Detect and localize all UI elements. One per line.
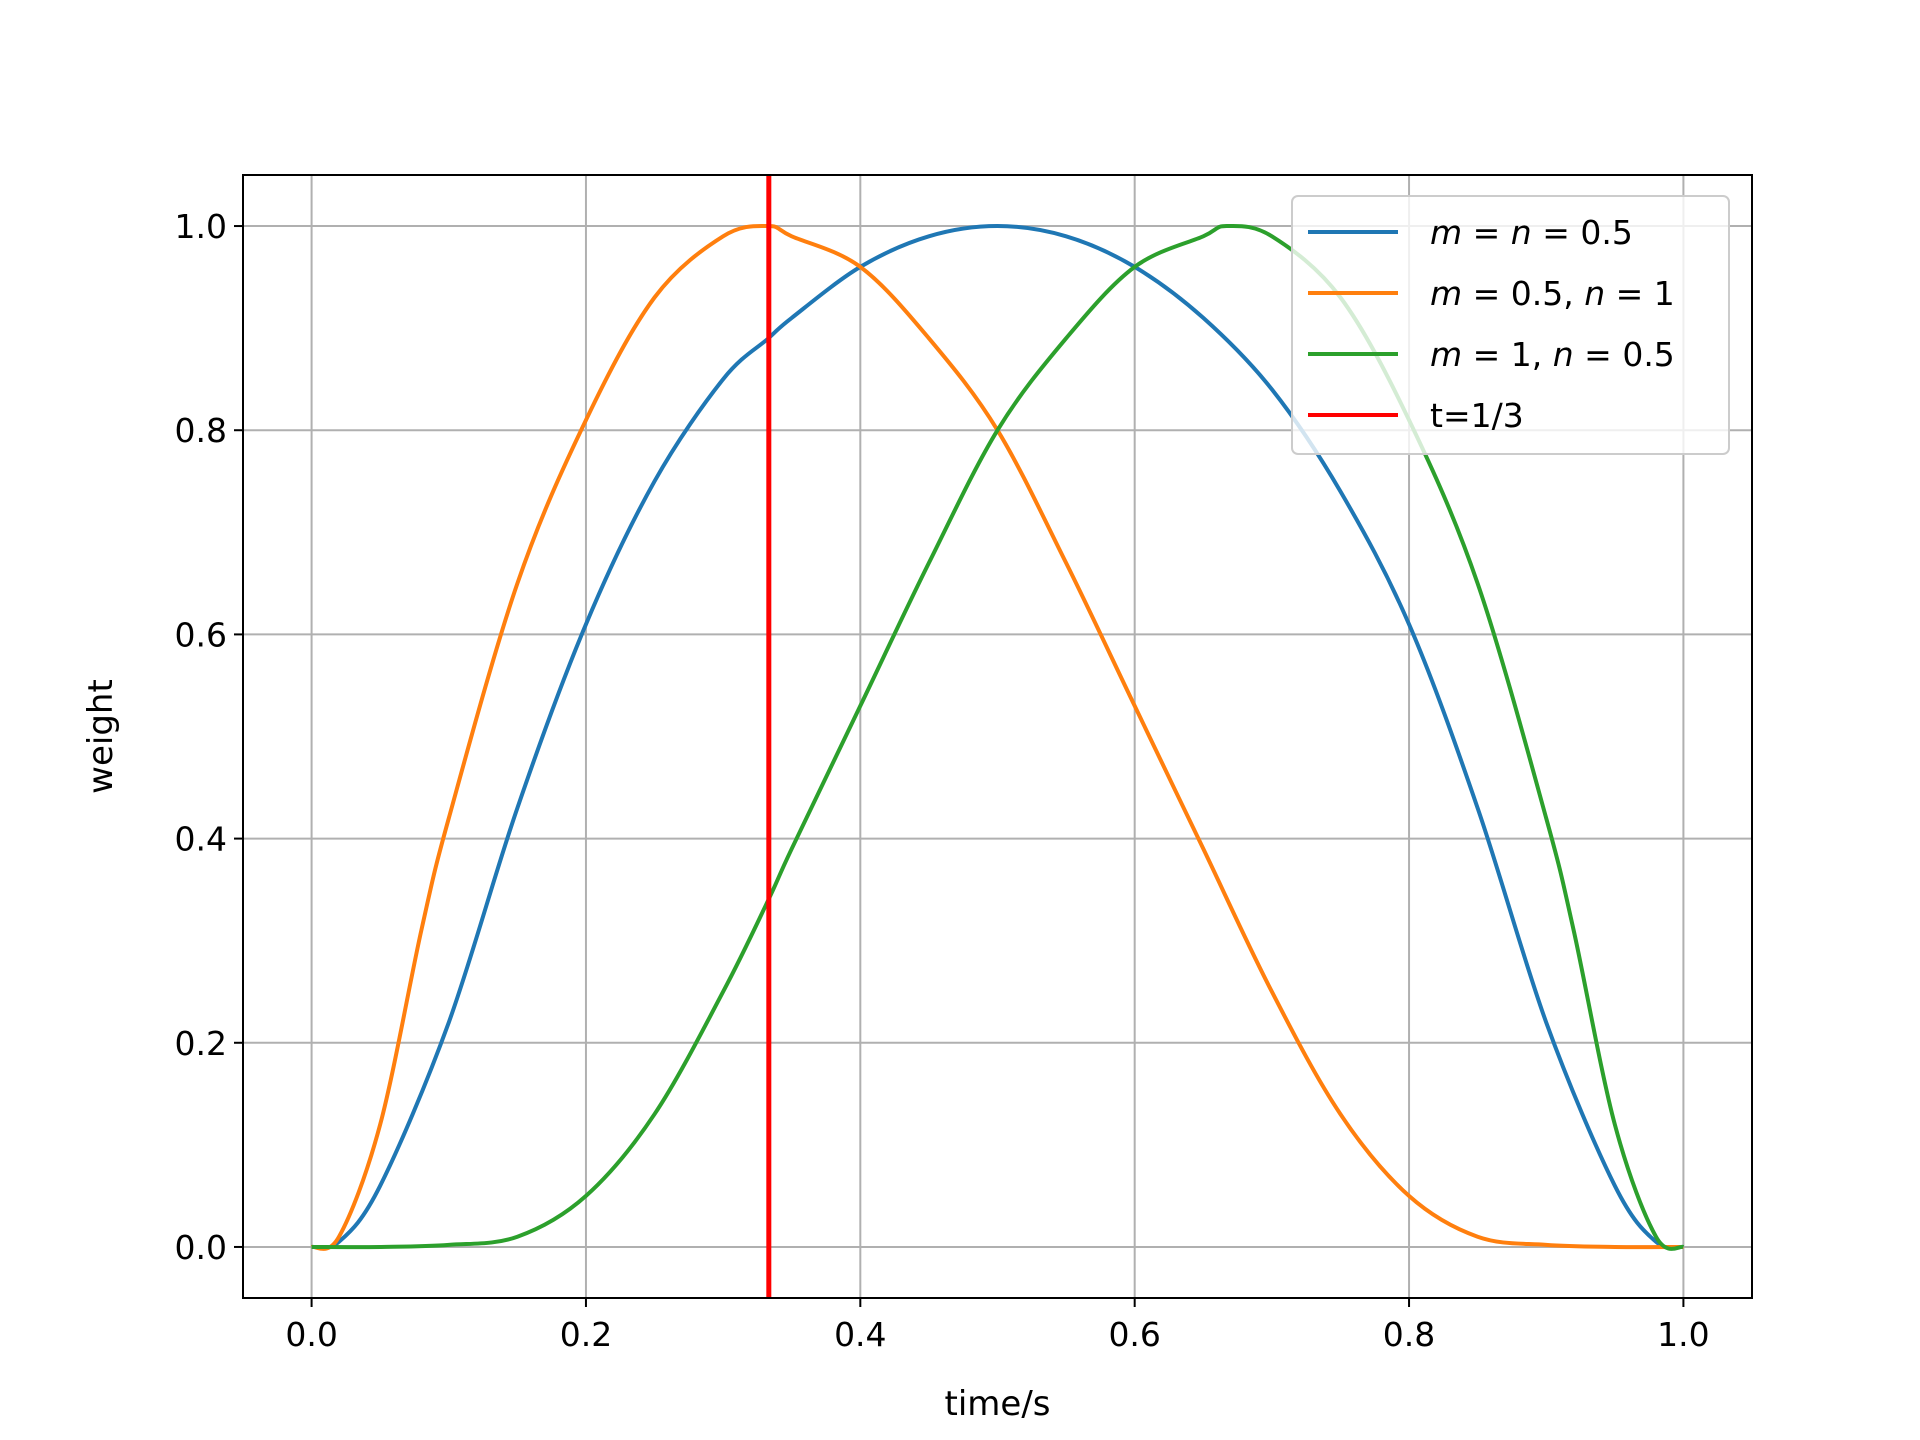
y-axis-label: weight [81,679,121,794]
plot-area-frame [242,174,1753,1299]
legend-entry-label: m = 1, n = 0.5 [1430,335,1675,374]
y-tick-label: 0.8 [175,411,227,450]
series-line-3 [311,223,1685,1251]
legend: m = n = 0.5 m = 0.5, n = 1 m = 1, n = 0.5 t… [1291,195,1730,455]
y-tick-label: 0.6 [175,615,227,654]
y-tick-label: 0.4 [175,820,227,859]
x-tick-label: 0.6 [1108,1315,1160,1354]
x-tick-label: 0.8 [1383,1315,1435,1354]
series-line-2 [310,223,1684,1251]
x-tick-label: 1.0 [1657,1315,1709,1354]
legend-entry-label: m = 0.5, n = 1 [1430,274,1675,313]
series-lines [310,175,1685,1298]
legend-entry-label: m = n = 0.5 [1430,213,1633,252]
x-tick-label: 0.2 [560,1315,612,1354]
legend-box [1291,195,1730,455]
y-tick-label: 1.0 [175,207,227,246]
x-tick-label: 0.4 [834,1315,886,1354]
x-tick-label: 0.0 [285,1315,337,1354]
legend-entry-label: t=1/3 [1430,396,1524,435]
series-line-1 [311,224,1684,1250]
y-tick-label: 0.2 [175,1024,227,1063]
y-tick-label: 0.0 [175,1228,227,1267]
axis-ticks: 0.0 0.2 0.4 0.6 0.8 1.0 0.0 0.2 0.4 0.6 0.8 1.0 [175,207,1710,1354]
x-axis-label: time/s [945,1384,1051,1424]
